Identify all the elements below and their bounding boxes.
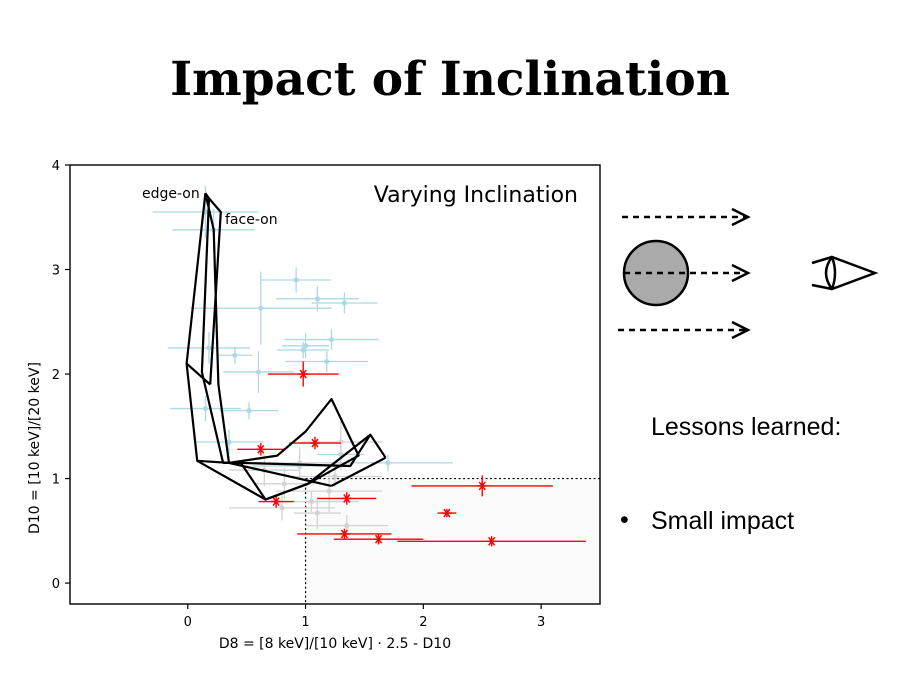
y-tick-label: 1 <box>52 473 60 488</box>
marker-dot <box>338 439 344 445</box>
scatter-chart: 0 1 2 3 0 1 2 3 4 Varying Inclination edge-on fa… <box>27 159 601 652</box>
data-point <box>317 492 377 505</box>
y-axis-label: D10 = [10 keV]/[20 keV] <box>27 362 43 534</box>
lessons-heading: Lessons learned: <box>651 413 842 441</box>
model-grid-line <box>239 462 267 501</box>
arrow-top <box>622 207 751 227</box>
axes-frame <box>69 164 601 605</box>
x-tick-label: 0 <box>184 615 192 630</box>
x-tick-label: 3 <box>537 615 545 630</box>
data-point <box>193 429 265 455</box>
data-point <box>437 508 457 518</box>
data-point <box>276 470 383 513</box>
y-tick-label: 3 <box>52 264 60 279</box>
data-point <box>285 351 368 372</box>
marker-dot <box>385 460 391 466</box>
model-grid-line <box>208 197 222 385</box>
data-point <box>190 271 332 345</box>
axes-border <box>69 164 601 605</box>
marker-dot <box>302 343 309 349</box>
annotation-face-on: face-on <box>225 212 278 228</box>
y-tick-label: 4 <box>52 159 60 174</box>
marker-dot <box>324 358 330 365</box>
model-grid-line <box>200 192 225 464</box>
bullet-marker: • <box>620 506 629 534</box>
data-point <box>260 267 332 293</box>
marker-dot <box>281 481 287 487</box>
model-grid-line <box>265 433 387 501</box>
data-point <box>333 533 424 545</box>
marker-dot <box>341 300 348 306</box>
data-point <box>267 361 339 387</box>
data-point <box>254 468 314 500</box>
marker-star <box>374 534 383 544</box>
data-points <box>152 185 586 547</box>
data-point <box>311 292 378 314</box>
marker-dot <box>258 305 264 311</box>
marker-dot <box>226 439 232 445</box>
marker-star <box>340 529 349 539</box>
chart-title: Varying Inclination <box>374 183 578 208</box>
marker-dot <box>326 488 332 494</box>
data-point <box>293 497 341 529</box>
data-point <box>282 333 330 359</box>
marker-dot <box>232 352 238 358</box>
marker-dot <box>300 347 306 353</box>
axis-ticks: 0 1 2 3 0 1 2 3 4 <box>52 159 546 630</box>
data-point <box>167 332 251 364</box>
marker-dot <box>308 498 315 505</box>
data-point <box>217 346 253 364</box>
annotation-edge-on: edge-on <box>142 186 200 202</box>
data-point <box>305 515 388 537</box>
data-point <box>170 395 241 422</box>
sphere-icon <box>622 239 690 307</box>
model-grid-line <box>185 362 211 386</box>
data-point <box>258 495 294 508</box>
data-point <box>277 341 330 359</box>
x-axis-label: D8 = [8 keV]/[10 keV] · 2.5 - D10 <box>219 636 451 652</box>
marker-star <box>272 497 280 507</box>
marker-dot <box>202 405 209 412</box>
arrow-bottom <box>618 320 751 340</box>
data-point <box>223 351 294 393</box>
marker-dot <box>328 336 335 343</box>
data-point <box>284 329 379 351</box>
data-point <box>411 475 553 497</box>
model-grid-line <box>223 434 372 468</box>
marker-dot <box>314 296 320 302</box>
marker-dot <box>293 277 299 283</box>
marker-dot <box>279 505 285 511</box>
marker-dot <box>314 510 320 516</box>
x-tick-label: 1 <box>301 615 309 630</box>
marker-dot <box>255 369 262 375</box>
y-tick-label: 0 <box>52 577 60 592</box>
x-tick-label: 2 <box>419 615 427 630</box>
y-tick-label: 2 <box>52 368 60 383</box>
marker-dot <box>332 473 338 480</box>
plot-area <box>70 165 600 604</box>
marker-star <box>311 438 319 448</box>
data-point <box>397 536 586 547</box>
bullet-item: Small impact <box>651 507 795 535</box>
marker-dot <box>344 523 350 529</box>
marker-star <box>488 536 496 546</box>
data-point <box>297 528 392 540</box>
reference-lines <box>304 477 600 604</box>
inclination-illustration <box>618 207 879 340</box>
data-point <box>237 443 285 456</box>
marker-star <box>299 369 307 379</box>
marker-star <box>343 493 351 503</box>
marker-dot <box>206 345 212 351</box>
arrow-middle <box>624 263 751 283</box>
model-grid <box>185 192 387 501</box>
model-grid-line <box>330 456 387 487</box>
slide-title: Impact of Inclination <box>170 52 730 107</box>
marker-dot <box>246 408 252 414</box>
marker-star <box>257 444 265 454</box>
marker-star <box>478 481 486 491</box>
data-point <box>289 436 341 450</box>
eye-icon <box>811 255 879 291</box>
data-point <box>219 402 279 419</box>
marker-star <box>443 508 451 518</box>
